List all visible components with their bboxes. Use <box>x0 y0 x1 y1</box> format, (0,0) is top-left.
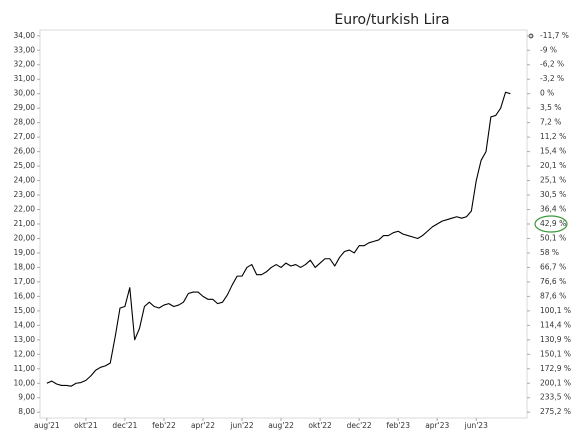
y2-tick-label: -11,7 % <box>540 31 569 40</box>
y-tick-label: 18,00 <box>14 262 36 271</box>
x-tick-label: jun'22 <box>229 421 253 430</box>
y-tick-label: 20,00 <box>14 233 36 242</box>
x-tick-label: dec'22 <box>347 421 372 430</box>
y2-tick-label: -9 % <box>540 45 557 54</box>
y-tick-label: 19,00 <box>14 248 36 257</box>
y-tick-label: 24,00 <box>14 176 36 185</box>
y2-tick-label: 25,1 % <box>540 176 566 185</box>
y2-tick-label: 66,7 % <box>540 262 566 271</box>
y-tick-label: 13,00 <box>14 335 36 344</box>
chart-title: Euro/turkish Lira <box>334 12 449 28</box>
y2-tick-label: 58 % <box>540 248 559 257</box>
x-tick-label: apr'23 <box>425 421 449 430</box>
y2-tick-label: 36,4 % <box>540 205 566 214</box>
x-tick-label: okt'22 <box>308 421 332 430</box>
y2-tick-label: 30,5 % <box>540 190 566 199</box>
y2-tick-label: 3,5 % <box>540 103 561 112</box>
y2-tick-label: 50,1 % <box>540 233 566 242</box>
y2-tick-label: 130,9 % <box>540 335 571 344</box>
x-tick-label: feb'23 <box>386 421 410 430</box>
y-tick-label: 30,00 <box>14 89 36 98</box>
y-tick-label: 34,00 <box>14 31 36 40</box>
y2-tick-label: 7,2 % <box>540 118 561 127</box>
y2-tick-label: 172,9 % <box>540 364 571 373</box>
y2-tick-label: 275,2 % <box>540 407 571 416</box>
y2-tick-label: 42,9 % <box>540 219 566 228</box>
y-tick-label: 32,00 <box>14 60 36 69</box>
y-tick-label: 14,00 <box>14 320 36 329</box>
x-tick-label: jun'23 <box>464 421 488 430</box>
y-tick-label: 31,00 <box>14 74 36 83</box>
y-tick-label: 22,00 <box>14 205 36 214</box>
x-tick-label: feb'22 <box>152 421 176 430</box>
y2-tick-label: 15,4 % <box>540 147 566 156</box>
x-tick-label: aug'21 <box>34 421 60 430</box>
y-tick-label: 27,00 <box>14 132 36 141</box>
y2-tick-label: 87,6 % <box>540 291 566 300</box>
y-tick-label: 33,00 <box>14 45 36 54</box>
y-tick-label: 29,00 <box>14 103 36 112</box>
highlight-ring <box>534 215 568 233</box>
y-tick-label: 21,00 <box>14 219 36 228</box>
x-tick-label: aug'22 <box>268 421 294 430</box>
price-line <box>46 91 511 387</box>
settings-icon[interactable] <box>528 33 534 39</box>
y2-tick-label: 200,1 % <box>540 378 571 387</box>
y-tick-label: 9,00 <box>18 393 35 402</box>
y-tick-label: 12,00 <box>14 349 36 358</box>
y-tick-label: 16,00 <box>14 291 36 300</box>
y2-tick-label: 76,6 % <box>540 277 566 286</box>
y-tick-label: 28,00 <box>14 118 36 127</box>
y-tick-label: 10,00 <box>14 378 36 387</box>
y-tick-label: 25,00 <box>14 161 36 170</box>
y-tick-label: 11,00 <box>14 364 36 373</box>
y2-tick-label: 0 % <box>540 89 554 98</box>
y2-tick-label: 150,1 % <box>540 349 571 358</box>
y2-tick-label: -3,2 % <box>540 74 564 83</box>
y2-tick-label: 233,5 % <box>540 393 571 402</box>
x-tick-label: okt'21 <box>74 421 98 430</box>
y2-tick-label: 114,4 % <box>540 320 571 329</box>
y-tick-label: 17,00 <box>14 277 36 286</box>
y2-tick-label: 11,2 % <box>540 132 566 141</box>
y2-tick-label: 20,1 % <box>540 161 566 170</box>
y-tick-label: 8,00 <box>18 407 35 416</box>
y-tick-label: 23,00 <box>14 190 36 199</box>
x-tick-label: dec'21 <box>112 421 137 430</box>
x-tick-label: apr'22 <box>191 421 215 430</box>
y-tick-label: 26,00 <box>14 147 36 156</box>
y-tick-label: 15,00 <box>14 306 36 315</box>
y2-tick-label: -6,2 % <box>540 60 564 69</box>
y2-tick-label: 100,1 % <box>540 306 571 315</box>
